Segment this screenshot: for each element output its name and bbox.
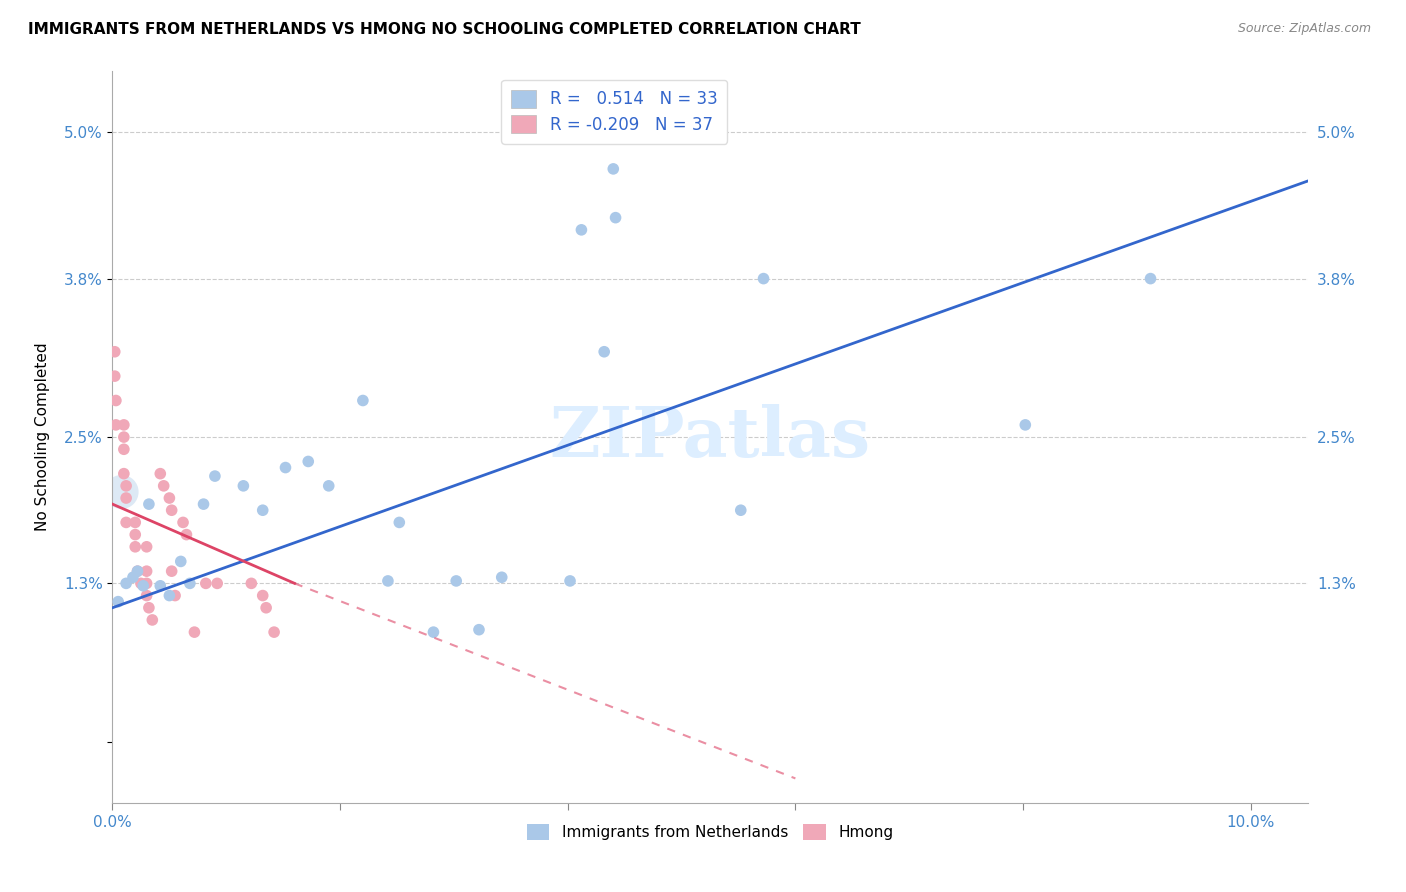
Point [571, 223, 593, 237]
Point [149, 579, 172, 593]
Point [160, 564, 183, 578]
Point [172, 516, 194, 530]
Point [115, 479, 138, 493]
Point [115, 516, 138, 530]
Point [204, 469, 226, 483]
Point [1014, 417, 1036, 432]
Point [127, 564, 149, 578]
Point [124, 527, 146, 541]
Point [183, 625, 205, 640]
Point [104, 417, 127, 432]
Point [112, 430, 135, 444]
Point [112, 442, 135, 457]
Text: Source: ZipAtlas.com: Source: ZipAtlas.com [1237, 22, 1371, 36]
Text: ZIPatlas: ZIPatlas [550, 403, 870, 471]
Text: IMMIGRANTS FROM NETHERLANDS VS HMONG NO SCHOOLING COMPLETED CORRELATION CHART: IMMIGRANTS FROM NETHERLANDS VS HMONG NO … [28, 22, 860, 37]
Point [115, 491, 138, 505]
Point [157, 589, 180, 603]
Point [149, 467, 172, 481]
Point [157, 491, 180, 505]
Point [138, 497, 160, 511]
Point [205, 576, 228, 591]
Point [160, 503, 183, 517]
Point [194, 576, 217, 591]
Point [104, 393, 127, 408]
Point [491, 570, 513, 584]
Point [602, 161, 624, 176]
Point [170, 554, 193, 568]
Point [1139, 271, 1161, 285]
Point [274, 460, 297, 475]
Point [112, 417, 135, 432]
Point [135, 576, 157, 591]
Point [254, 600, 277, 615]
Point [110, 485, 132, 500]
Point [444, 574, 467, 588]
Y-axis label: No Schooling Completed: No Schooling Completed [35, 343, 51, 532]
Point [107, 594, 129, 608]
Point [352, 393, 374, 408]
Point [135, 540, 157, 554]
Point [141, 613, 163, 627]
Point [115, 576, 138, 591]
Point [152, 479, 174, 493]
Point [124, 540, 146, 554]
Point [124, 516, 146, 530]
Point [122, 570, 145, 584]
Point [104, 344, 127, 359]
Point [388, 516, 411, 530]
Point [193, 497, 215, 511]
Point [129, 576, 152, 591]
Point [377, 574, 399, 588]
Point [605, 211, 627, 225]
Point [127, 564, 149, 578]
Point [232, 479, 254, 493]
Point [593, 344, 616, 359]
Point [752, 271, 775, 285]
Point [240, 576, 263, 591]
Point [135, 589, 157, 603]
Point [179, 576, 201, 591]
Point [252, 589, 274, 603]
Point [176, 527, 198, 541]
Point [318, 479, 340, 493]
Point [558, 574, 581, 588]
Point [138, 600, 160, 615]
Point [112, 467, 135, 481]
Point [165, 589, 187, 603]
Point [422, 625, 444, 640]
Point [132, 579, 155, 593]
Point [104, 369, 127, 384]
Point [263, 625, 285, 640]
Point [468, 623, 491, 637]
Point [297, 454, 319, 468]
Legend: Immigrants from Netherlands, Hmong: Immigrants from Netherlands, Hmong [520, 818, 900, 847]
Point [252, 503, 274, 517]
Point [730, 503, 752, 517]
Point [135, 564, 157, 578]
